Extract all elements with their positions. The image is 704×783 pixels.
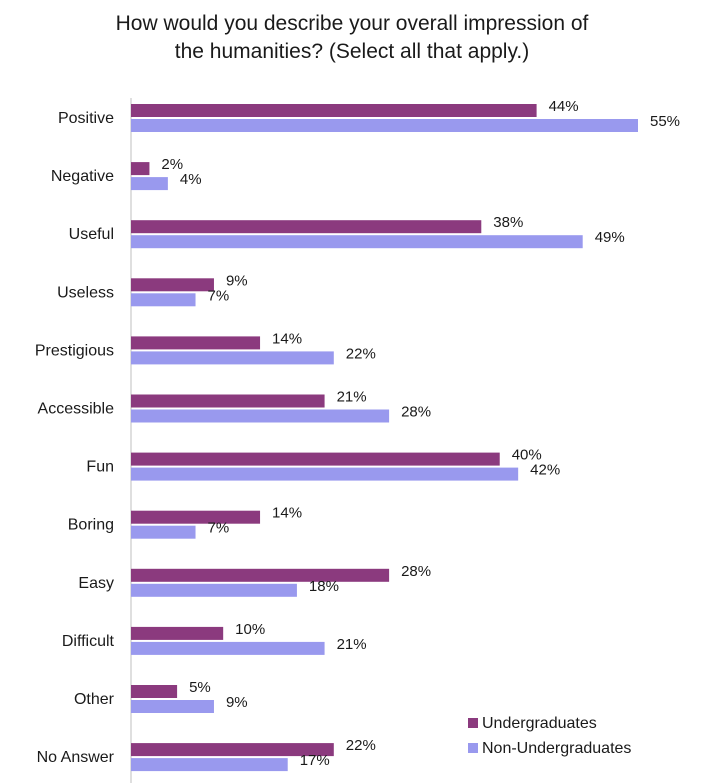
- bar-undergraduates-other: [131, 685, 178, 698]
- category-label-fun: Fun: [86, 459, 114, 476]
- legend-label-non-undergraduates: Non-Undergraduates: [482, 740, 631, 757]
- bars-layer: Positive 44% 55% Negative 2%4% Useful 38% 49% Us…: [35, 98, 680, 772]
- value-label-non-undergraduates-other: 9%: [226, 694, 248, 711]
- legend-label-undergraduates: Undergraduates: [482, 715, 597, 732]
- value-label-non-undergraduates-fun: 42%: [530, 462, 560, 479]
- value-label-non-undergraduates-negative: 4%: [180, 171, 202, 188]
- value-label-undergraduates-useless: 9%: [226, 272, 248, 289]
- value-label-undergraduates-negative: 2%: [161, 156, 183, 173]
- category-label-difficult: Difficult: [62, 633, 115, 650]
- bar-undergraduates-no-answer: [131, 743, 334, 757]
- value-label-undergraduates-useful: 38%: [493, 214, 523, 231]
- category-label-prestigious: Prestigious: [35, 342, 114, 359]
- category-label-boring: Boring: [68, 517, 114, 534]
- chart-title-line-1: How would you describe your overall impr…: [115, 12, 589, 35]
- bar-non-undergraduates-no-answer: [131, 758, 288, 772]
- category-label-easy: Easy: [78, 575, 114, 592]
- value-label-undergraduates-difficult: 10%: [235, 621, 265, 638]
- bar-non-undergraduates-other: [131, 700, 214, 713]
- category-label-accessible: Accessible: [38, 401, 115, 418]
- legend-swatch-undergraduates: [468, 718, 478, 728]
- bar-undergraduates-useful: [131, 220, 482, 234]
- bar-non-undergraduates-positive: [131, 119, 638, 132]
- bar-non-undergraduates-negative: [131, 177, 168, 191]
- value-label-non-undergraduates-difficult: 21%: [337, 636, 367, 653]
- value-label-undergraduates-accessible: 21%: [337, 389, 367, 406]
- bar-non-undergraduates-useful: [131, 235, 583, 249]
- bar-undergraduates-difficult: [131, 626, 224, 640]
- chart-title-line-2: the humanities? (Select all that apply.): [174, 40, 530, 63]
- value-label-undergraduates-fun: 40%: [512, 447, 542, 464]
- category-label-useless: Useless: [57, 284, 114, 301]
- bar-non-undergraduates-easy: [131, 583, 297, 597]
- bar-undergraduates-prestigious: [131, 336, 261, 350]
- bar-undergraduates-easy: [131, 568, 390, 582]
- value-label-undergraduates-other: 5%: [189, 679, 211, 696]
- bar-non-undergraduates-fun: [131, 467, 519, 481]
- category-label-negative: Negative: [51, 168, 114, 185]
- value-label-non-undergraduates-useless: 7%: [208, 287, 230, 304]
- value-label-non-undergraduates-prestigious: 22%: [346, 345, 376, 362]
- category-label-positive: Positive: [58, 110, 114, 127]
- value-label-non-undergraduates-boring: 7%: [208, 520, 230, 537]
- legend: Undergraduates Non-Undergraduates: [468, 715, 631, 757]
- bar-undergraduates-negative: [131, 162, 150, 176]
- chart-title: How would you describe your overall impr…: [0, 10, 704, 66]
- category-label-other: Other: [74, 691, 115, 708]
- bar-undergraduates-positive: [131, 104, 537, 117]
- bar-non-undergraduates-useless: [131, 293, 196, 307]
- bar-non-undergraduates-accessible: [131, 409, 390, 423]
- value-label-non-undergraduates-accessible: 28%: [401, 404, 431, 421]
- bar-non-undergraduates-difficult: [131, 641, 325, 655]
- value-label-non-undergraduates-useful: 49%: [595, 229, 625, 246]
- bar-undergraduates-useless: [131, 278, 214, 292]
- legend-swatch-non-undergraduates: [468, 743, 478, 753]
- category-label-no-answer: No Answer: [37, 749, 115, 766]
- value-label-non-undergraduates-no-answer: 17%: [300, 752, 330, 769]
- bar-undergraduates-boring: [131, 510, 261, 524]
- value-label-non-undergraduates-positive: 55%: [650, 113, 680, 130]
- value-label-undergraduates-easy: 28%: [401, 563, 431, 580]
- value-label-undergraduates-boring: 14%: [272, 505, 302, 522]
- bar-non-undergraduates-prestigious: [131, 351, 334, 365]
- value-label-undergraduates-no-answer: 22%: [346, 737, 376, 754]
- bar-undergraduates-accessible: [131, 394, 325, 408]
- value-label-undergraduates-positive: 44%: [549, 98, 579, 115]
- value-label-undergraduates-prestigious: 14%: [272, 330, 302, 347]
- bar-non-undergraduates-boring: [131, 525, 196, 539]
- bar-undergraduates-fun: [131, 452, 500, 466]
- category-label-useful: Useful: [69, 226, 114, 243]
- value-label-non-undergraduates-easy: 18%: [309, 578, 339, 595]
